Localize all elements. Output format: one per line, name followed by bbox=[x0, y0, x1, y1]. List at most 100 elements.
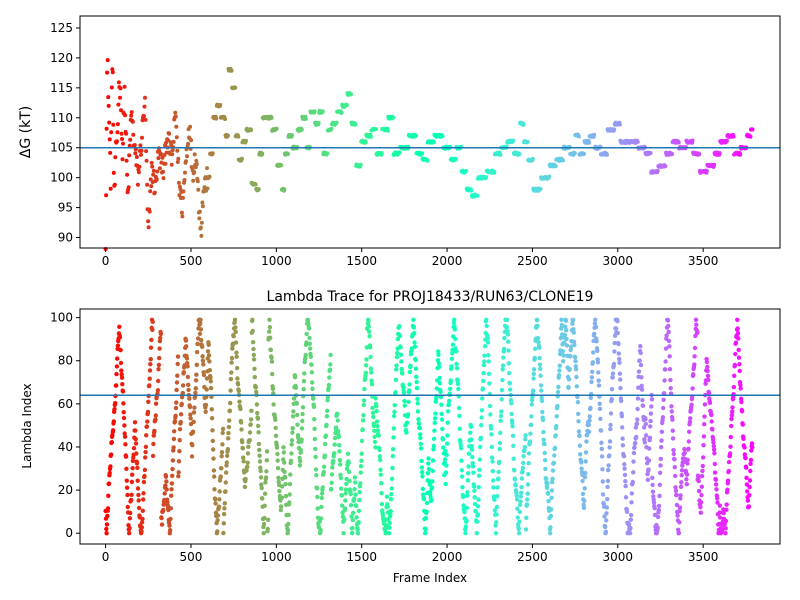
lambda-point bbox=[314, 486, 320, 491]
dg-point bbox=[163, 161, 168, 166]
lambda-point bbox=[104, 522, 110, 527]
lambda-point bbox=[744, 475, 749, 480]
lambda-point bbox=[674, 492, 679, 498]
dg-point bbox=[104, 126, 109, 131]
lambda-point bbox=[394, 354, 400, 360]
lambda-point bbox=[512, 477, 518, 482]
lambda-point bbox=[313, 446, 318, 452]
lambda-point bbox=[347, 478, 352, 484]
lambda-point bbox=[468, 424, 474, 429]
lambda-point bbox=[331, 459, 336, 464]
lambda-point bbox=[540, 417, 546, 423]
lambda-point bbox=[518, 494, 523, 499]
lambda-point bbox=[120, 389, 126, 394]
lambda-point bbox=[516, 526, 521, 532]
lambda-point bbox=[646, 458, 652, 463]
lambda-point bbox=[633, 425, 639, 430]
lambda-point bbox=[193, 386, 198, 391]
lambda-point bbox=[639, 375, 644, 380]
lambda-point bbox=[668, 386, 673, 391]
lambda-point bbox=[626, 521, 632, 527]
lambda-point bbox=[359, 458, 364, 463]
lambda-point bbox=[584, 439, 589, 444]
lambda-point bbox=[278, 504, 284, 509]
lambda-point bbox=[128, 510, 133, 516]
lambda-point bbox=[545, 491, 551, 496]
lambda-point bbox=[466, 471, 471, 476]
lambda-point bbox=[482, 359, 487, 364]
lambda-point bbox=[368, 366, 374, 371]
dg-point bbox=[132, 143, 137, 148]
dg-point bbox=[139, 152, 143, 157]
lambda-point bbox=[479, 408, 485, 413]
dg-point bbox=[202, 185, 207, 190]
lambda-point bbox=[550, 468, 556, 473]
lambda-point bbox=[443, 470, 449, 475]
lambda-point bbox=[706, 391, 712, 396]
lambda-point bbox=[337, 458, 343, 463]
lambda-point bbox=[463, 531, 468, 536]
lambda-point bbox=[148, 357, 153, 362]
lambda-point bbox=[178, 419, 183, 425]
lambda-point bbox=[658, 463, 663, 468]
lambda-point bbox=[700, 463, 705, 469]
lambda-point bbox=[325, 395, 331, 400]
lambda-point bbox=[223, 480, 228, 485]
lambda-point bbox=[388, 508, 393, 514]
lambda-chart-title: Lambda Trace for PROJ18433/RUN63/CLONE19 bbox=[267, 289, 594, 305]
lambda-point bbox=[448, 378, 453, 383]
lambda-point bbox=[167, 528, 173, 533]
lambda-point bbox=[358, 470, 363, 475]
dg-point bbox=[144, 149, 149, 154]
lambda-point bbox=[384, 494, 390, 499]
lambda-point bbox=[648, 411, 654, 416]
lambda-point bbox=[705, 364, 710, 370]
lambda-point bbox=[132, 420, 138, 425]
lambda-point bbox=[378, 472, 383, 477]
lambda-point bbox=[657, 493, 662, 499]
lambda-point bbox=[115, 356, 120, 361]
lambda-point bbox=[437, 381, 443, 386]
lambda-point bbox=[748, 457, 754, 463]
dg-point bbox=[164, 150, 169, 155]
lambda-point bbox=[497, 459, 502, 465]
lambda-point bbox=[712, 470, 718, 475]
lambda-point bbox=[142, 467, 148, 473]
lambda-point bbox=[328, 362, 333, 367]
dg-point bbox=[414, 133, 418, 138]
lambda-point bbox=[230, 346, 235, 351]
lambda-point bbox=[413, 366, 419, 371]
lambda-point bbox=[385, 504, 390, 509]
dg-point bbox=[111, 122, 116, 127]
lambda-y-axis-label: Lambda Index bbox=[20, 383, 34, 468]
lambda-point bbox=[671, 451, 676, 457]
lambda-point bbox=[318, 527, 323, 533]
lambda-point bbox=[414, 379, 419, 385]
lambda-point bbox=[354, 515, 359, 520]
lambda-point bbox=[471, 470, 476, 475]
lambda-point bbox=[573, 367, 579, 372]
lambda-point bbox=[247, 430, 253, 435]
lambda-point bbox=[256, 430, 261, 435]
lambda-point bbox=[178, 412, 184, 417]
lambda-point bbox=[573, 359, 578, 364]
lambda-point bbox=[419, 465, 424, 470]
lambda-point bbox=[596, 370, 601, 375]
lambda-point bbox=[489, 444, 494, 450]
lambda-point bbox=[340, 503, 345, 508]
lambda-point bbox=[454, 366, 460, 371]
lambda-point bbox=[679, 468, 685, 473]
lambda-point bbox=[335, 411, 340, 417]
lambda-point bbox=[713, 482, 719, 487]
dg-point bbox=[269, 115, 274, 120]
lambda-point bbox=[130, 466, 135, 471]
dg-point bbox=[171, 139, 176, 144]
lambda-point bbox=[593, 317, 598, 322]
lambda-point bbox=[157, 346, 162, 351]
lambda-point bbox=[306, 326, 312, 331]
lambda-point bbox=[390, 465, 395, 471]
lambda-point bbox=[394, 367, 399, 372]
lambda-point bbox=[506, 361, 512, 366]
lambda-point bbox=[637, 358, 642, 363]
dg-point bbox=[138, 143, 143, 148]
